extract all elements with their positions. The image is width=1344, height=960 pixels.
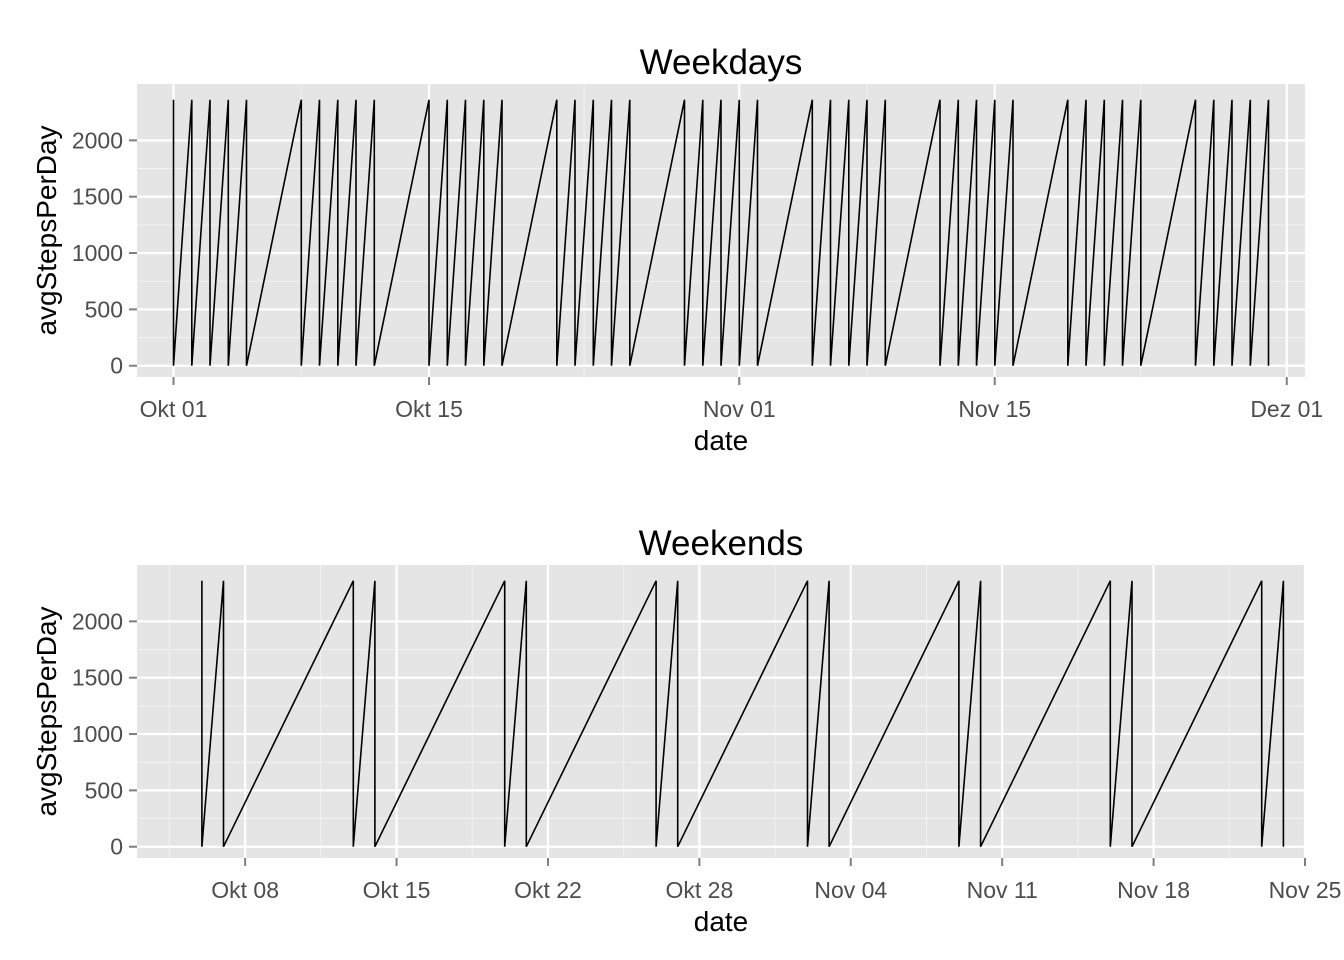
y-tick-label: 2000	[72, 608, 123, 634]
x-tick-label: Okt 15	[363, 877, 431, 903]
x-tick-label: Nov 25	[1269, 877, 1342, 903]
y-tick-label: 0	[110, 834, 123, 860]
panel-weekends: 0 500 1000 1500 2000 Okt 08 Okt 15 Okt 22 Okt 28…	[31, 524, 1341, 937]
x-tick-label: Okt 22	[514, 877, 582, 903]
y-tick-label: 1500	[72, 665, 123, 691]
x-axis-title: date	[694, 906, 749, 937]
x-tick-label: Okt 01	[140, 396, 208, 422]
y-tick-label: 500	[85, 777, 123, 803]
y-axis-title: avgStepsPerDay	[31, 606, 62, 816]
x-tick-label: Dez 01	[1250, 396, 1323, 422]
series-line	[172, 99, 1270, 366]
y-axis-title: avgStepsPerDay	[31, 125, 62, 335]
x-tick-label: Nov 01	[703, 396, 776, 422]
x-tick-label: Okt 28	[665, 877, 733, 903]
y-tick-label: 1500	[72, 184, 123, 210]
x-tick-label: Nov 15	[958, 396, 1031, 422]
y-tick-label: 1000	[72, 240, 123, 266]
x-axis-title: date	[694, 425, 749, 456]
x-tick-label: Okt 15	[395, 396, 463, 422]
x-tick-label: Nov 04	[814, 877, 887, 903]
y-tick-label: 1000	[72, 721, 123, 747]
x-tick-label: Nov 18	[1117, 877, 1190, 903]
series-line	[201, 580, 1285, 848]
y-tick-label: 0	[110, 353, 123, 379]
y-tick-label: 500	[85, 296, 123, 322]
y-tick-label: 2000	[72, 127, 123, 153]
x-tick-label: Okt 08	[211, 877, 279, 903]
x-tick-label: Nov 11	[967, 877, 1038, 903]
chart-title: Weekends	[639, 524, 804, 563]
panel-weekdays: 0 500 1000 1500 2000 Okt 01 Okt 15 Nov 01 Nov 15…	[31, 43, 1323, 456]
chart-title: Weekdays	[640, 43, 803, 82]
